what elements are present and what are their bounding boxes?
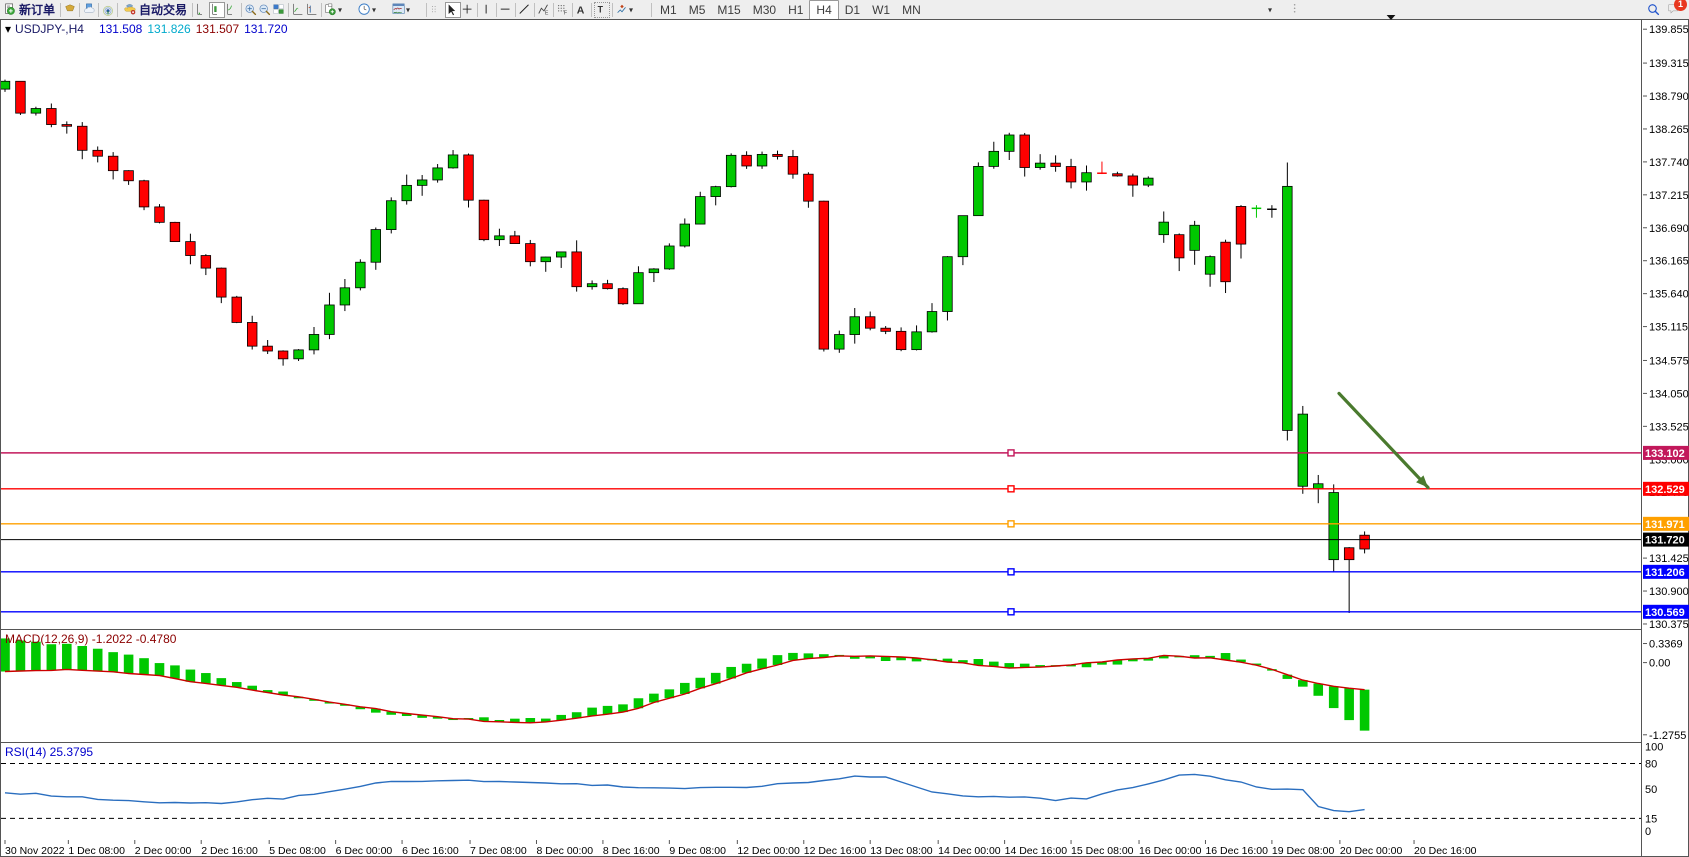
svg-text:0.3369: 0.3369: [1649, 639, 1683, 651]
svg-text:137.215: 137.215: [1649, 190, 1689, 202]
svg-text:▾: ▾: [629, 5, 633, 14]
svg-text:12 Dec 16:00: 12 Dec 16:00: [804, 845, 867, 857]
svg-text:1 Dec 08:00: 1 Dec 08:00: [68, 845, 125, 857]
svg-text:20 Dec 16:00: 20 Dec 16:00: [1414, 845, 1477, 857]
svg-text:19 Dec 08:00: 19 Dec 08:00: [1272, 845, 1335, 857]
svg-text:30 Nov 2022: 30 Nov 2022: [5, 845, 65, 857]
svg-text:▾: ▾: [406, 5, 410, 14]
svg-text:138.790: 138.790: [1649, 91, 1689, 103]
svg-text:6 Dec 00:00: 6 Dec 00:00: [336, 845, 393, 857]
svg-text:▾: ▾: [338, 5, 342, 14]
svg-text:16 Dec 16:00: 16 Dec 16:00: [1205, 845, 1268, 857]
svg-text:131.720: 131.720: [1645, 535, 1685, 547]
svg-text:14 Dec 00:00: 14 Dec 00:00: [938, 845, 1001, 857]
svg-text:50: 50: [1645, 784, 1657, 796]
svg-text:139.315: 139.315: [1649, 58, 1689, 70]
svg-text:130.375: 130.375: [1649, 619, 1689, 630]
svg-text:130.900: 130.900: [1649, 586, 1689, 598]
svg-text:0: 0: [1645, 826, 1651, 838]
svg-text:134.050: 134.050: [1649, 388, 1689, 400]
svg-text:136.165: 136.165: [1649, 256, 1689, 268]
svg-text:T: T: [598, 4, 604, 14]
svg-text:12 Dec 00:00: 12 Dec 00:00: [737, 845, 800, 857]
svg-text:5 Dec 08:00: 5 Dec 08:00: [269, 845, 326, 857]
svg-text:138.265: 138.265: [1649, 124, 1689, 136]
svg-text:▾: ▾: [1268, 5, 1272, 14]
svg-text:0.00: 0.00: [1649, 658, 1670, 670]
svg-text:80: 80: [1645, 758, 1657, 770]
svg-text:E: E: [545, 10, 549, 16]
svg-text:▾: ▾: [372, 5, 376, 14]
svg-text:F: F: [564, 10, 567, 16]
svg-text:16 Dec 00:00: 16 Dec 00:00: [1139, 845, 1202, 857]
svg-text:8 Dec 00:00: 8 Dec 00:00: [536, 845, 593, 857]
svg-text:14 Dec 16:00: 14 Dec 16:00: [1005, 845, 1068, 857]
svg-text:7 Dec 08:00: 7 Dec 08:00: [470, 845, 527, 857]
svg-text:132.529: 132.529: [1645, 484, 1685, 496]
svg-text:13 Dec 08:00: 13 Dec 08:00: [870, 845, 933, 857]
svg-text:135.115: 135.115: [1649, 322, 1688, 334]
svg-text:139.855: 139.855: [1649, 24, 1689, 36]
svg-text:20 Dec 00:00: 20 Dec 00:00: [1340, 845, 1403, 857]
svg-text:135.640: 135.640: [1649, 289, 1689, 301]
svg-text:131.425: 131.425: [1649, 553, 1689, 565]
svg-text:131.971: 131.971: [1645, 519, 1685, 531]
svg-text:131.206: 131.206: [1645, 567, 1685, 579]
svg-text:6 Dec 16:00: 6 Dec 16:00: [402, 845, 459, 857]
svg-text:137.740: 137.740: [1649, 157, 1689, 169]
svg-text:8 Dec 16:00: 8 Dec 16:00: [603, 845, 660, 857]
svg-text:2 Dec 16:00: 2 Dec 16:00: [201, 845, 258, 857]
svg-text:A: A: [577, 4, 585, 16]
svg-text:15: 15: [1645, 813, 1657, 825]
svg-text:-1.2755: -1.2755: [1649, 730, 1686, 742]
svg-text:134.575: 134.575: [1649, 355, 1689, 367]
svg-text:133.525: 133.525: [1649, 421, 1689, 433]
svg-text:15 Dec 08:00: 15 Dec 08:00: [1071, 845, 1134, 857]
svg-text:133.102: 133.102: [1645, 448, 1685, 460]
svg-text:9 Dec 08:00: 9 Dec 08:00: [669, 845, 726, 857]
svg-text:136.690: 136.690: [1649, 223, 1689, 235]
svg-text:100: 100: [1645, 743, 1663, 754]
svg-text:2 Dec 00:00: 2 Dec 00:00: [135, 845, 192, 857]
svg-text:130.569: 130.569: [1645, 607, 1685, 619]
